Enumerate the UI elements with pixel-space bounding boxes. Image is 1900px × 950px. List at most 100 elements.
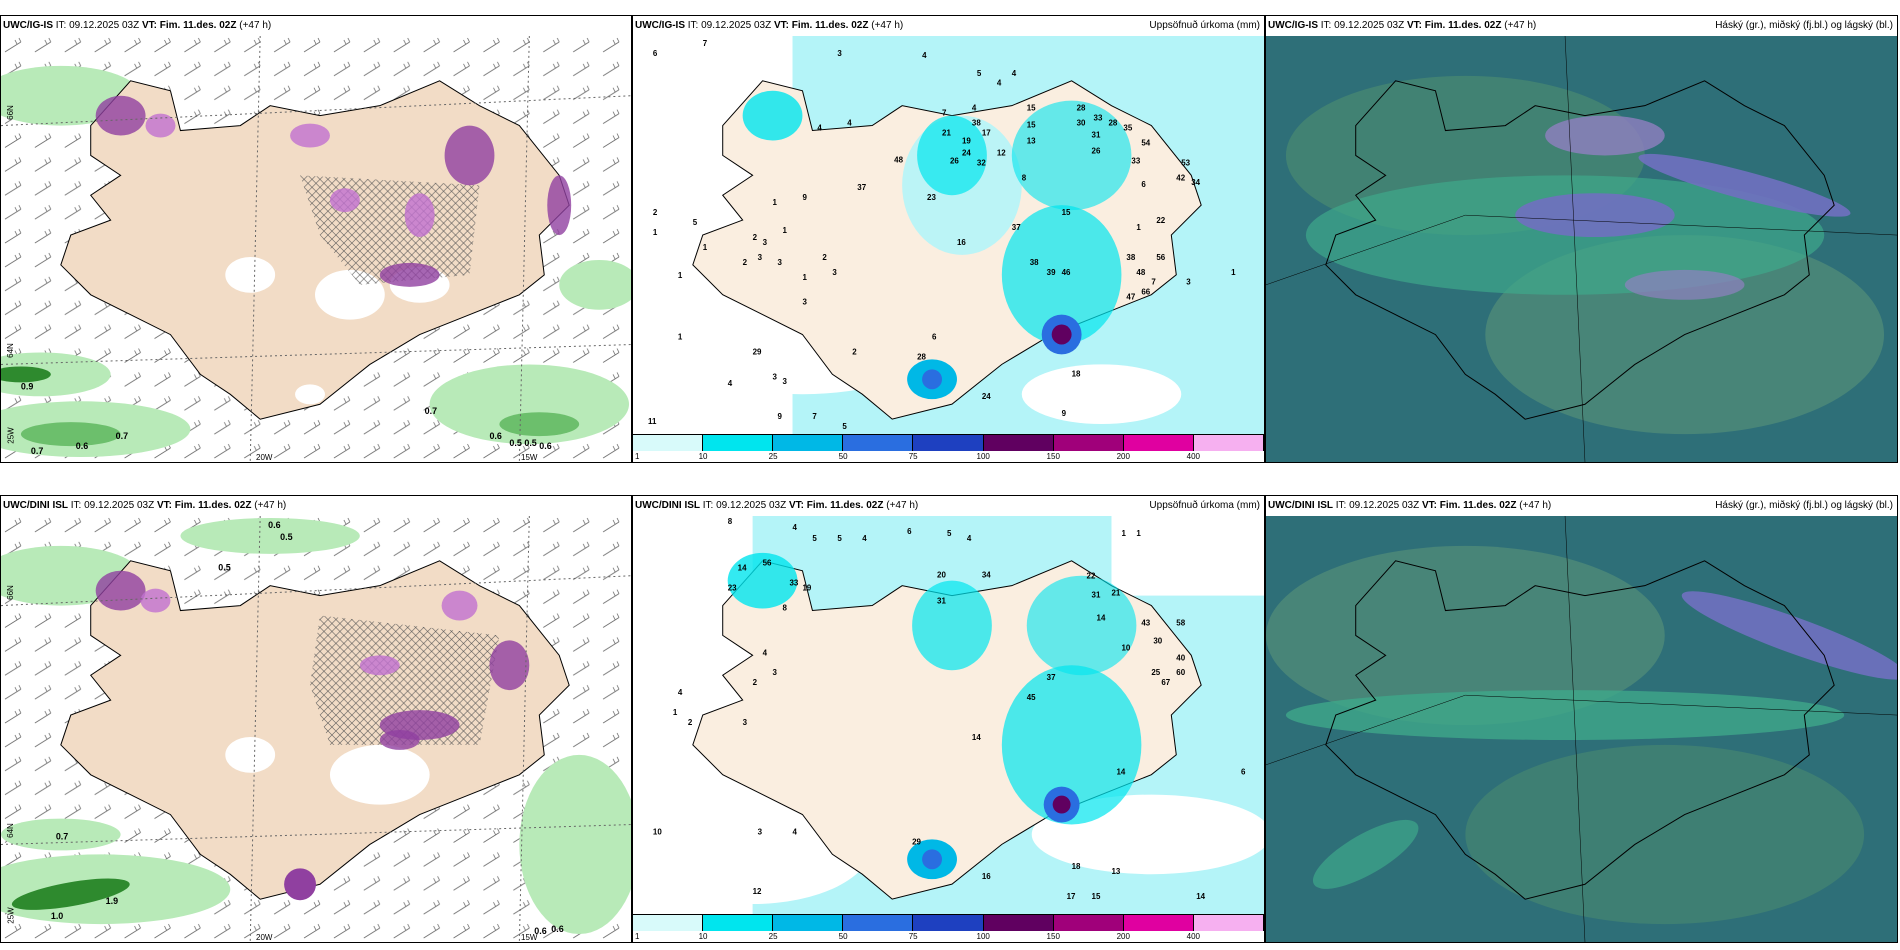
colorbar-tick: 1 <box>635 932 640 941</box>
precip-label: 1 <box>673 708 678 717</box>
colorbar-swatch <box>703 915 774 931</box>
precip-label: 26 <box>950 156 959 165</box>
precip-colorbar: 1 10 25 50 75 100 150 200 400 <box>633 434 1264 462</box>
precip-label: 4 <box>817 124 822 133</box>
precip-label: 26 <box>1092 146 1101 155</box>
precip-label: 3 <box>758 253 763 262</box>
precip-label: 43 <box>1141 618 1150 627</box>
colorbar-swatch <box>1123 915 1194 931</box>
precip-label: 9 <box>1062 409 1067 418</box>
snow-label: 0.7 <box>31 446 43 456</box>
panel-title: UWC/DINI ISL IT: 09.12.2025 03Z VT: Fim.… <box>1268 500 1552 511</box>
precip-label: 34 <box>982 571 991 580</box>
precip-label: 56 <box>1156 253 1165 262</box>
precip-label: 21 <box>942 129 951 138</box>
precip-label: 29 <box>912 837 921 846</box>
precip-label: 17 <box>1067 892 1076 901</box>
precip-label: 3 <box>773 668 778 677</box>
precip-label: 6 <box>1241 768 1246 777</box>
precip-label: 5 <box>837 534 842 543</box>
precip-label: 2 <box>743 258 748 267</box>
precip-label: 4 <box>922 51 927 60</box>
precip-label: 12 <box>753 887 762 896</box>
colorbar-tick: 75 <box>908 932 918 941</box>
snow-label: 0.6 <box>539 441 551 451</box>
lon-label: 25W <box>6 427 16 444</box>
precip-label: 18 <box>1072 862 1081 871</box>
precip-label: 20 <box>937 571 946 580</box>
precip-label: 31 <box>937 597 946 606</box>
precip-label: 5 <box>947 529 952 538</box>
precip-label: 3 <box>783 377 788 386</box>
precip-label: 37 <box>1047 673 1056 682</box>
precip-label: 3 <box>1186 278 1191 287</box>
panel-subtitle: Uppsöfnuð úrkoma (mm) <box>1149 20 1260 31</box>
precip-label: 13 <box>1111 867 1120 876</box>
precip-label: 8 <box>728 517 733 526</box>
precip-label: 4 <box>678 688 683 697</box>
precip-label: 48 <box>894 155 903 164</box>
precip-label: 30 <box>1077 119 1086 128</box>
panel-precip-igis: UWC/IG-IS IT: 09.12.2025 03Z VT: Fim. 11… <box>632 15 1265 463</box>
precip-label: 6 <box>653 49 658 58</box>
precip-label: 4 <box>967 534 972 543</box>
precip-label: 14 <box>1116 768 1125 777</box>
precip-label: 28 <box>1108 119 1117 128</box>
precip-label: 33 <box>790 579 799 588</box>
snow-label: 0.5 <box>280 532 292 542</box>
lat-label: 66N <box>5 105 15 120</box>
precip-label: 34 <box>1191 178 1200 187</box>
precip-label: 1 <box>783 226 788 235</box>
colorbar-swatch <box>843 435 914 451</box>
lon-label: 25W <box>6 907 16 924</box>
colorbar-tick: 100 <box>976 932 990 941</box>
precip-label: 15 <box>1027 121 1036 130</box>
lat-label: 64N <box>5 823 15 838</box>
precip-label: 38 <box>1126 253 1135 262</box>
precip-label: 4 <box>862 534 867 543</box>
precip-label: 4 <box>763 648 768 657</box>
precip-label: 54 <box>1141 138 1150 147</box>
panel-clouds-igis: UWC/IG-IS IT: 09.12.2025 03Z VT: Fim. 11… <box>1265 15 1898 463</box>
snow-label: 0.6 <box>489 431 501 441</box>
precip-label: 2 <box>653 208 658 217</box>
snow-label: 0.6 <box>268 520 280 530</box>
precip-label: 22 <box>1156 216 1165 225</box>
precip-label: 19 <box>962 136 971 145</box>
colorbar-tick: 100 <box>976 452 990 461</box>
precip-label: 4 <box>728 379 733 388</box>
precip-label: 5 <box>693 218 698 227</box>
panel-title: UWC/IG-IS IT: 09.12.2025 03Z VT: Fim. 11… <box>3 20 272 31</box>
colorbar-swatch <box>773 435 844 451</box>
colorbar-tick: 50 <box>838 452 848 461</box>
precip-label: 14 <box>1097 613 1106 622</box>
precip-label: 23 <box>927 193 936 202</box>
snow-label: 0.5 <box>524 438 536 448</box>
precip-label: 32 <box>977 158 986 167</box>
precip-label: 53 <box>1181 158 1190 167</box>
precip-label: 37 <box>1012 223 1021 232</box>
precip-label: 10 <box>1121 643 1130 652</box>
precip-label: 38 <box>972 119 981 128</box>
precip-label: 5 <box>812 534 817 543</box>
precip-label: 47 <box>1126 293 1135 302</box>
colorbar-swatch <box>983 915 1054 931</box>
precip-label: 3 <box>832 268 837 277</box>
colorbar-swatch <box>1053 915 1124 931</box>
precip-label: 67 <box>1161 678 1170 687</box>
precip-label: 4 <box>1012 69 1017 78</box>
lon-label: 15W <box>521 453 538 462</box>
panel-snow-dini: UWC/DINI ISL IT: 09.12.2025 03Z VT: Fim.… <box>0 495 632 943</box>
precip-label: 8 <box>1022 173 1027 182</box>
precip-label: 46 <box>1062 268 1071 277</box>
precip-label: 5 <box>977 69 982 78</box>
precip-label: 11 <box>648 417 657 426</box>
precip-label: 28 <box>917 352 926 361</box>
colorbar-swatch <box>913 435 984 451</box>
precip-label: 2 <box>822 253 827 262</box>
precip-label: 66 <box>1141 288 1150 297</box>
cloud-map <box>1266 516 1897 942</box>
snow-map: 0.6 0.5 0.5 0.7 1.0 1.9 0.6 0.6 <box>1 516 631 942</box>
precip-label: 7 <box>703 39 708 48</box>
precip-label: 30 <box>1153 636 1162 645</box>
